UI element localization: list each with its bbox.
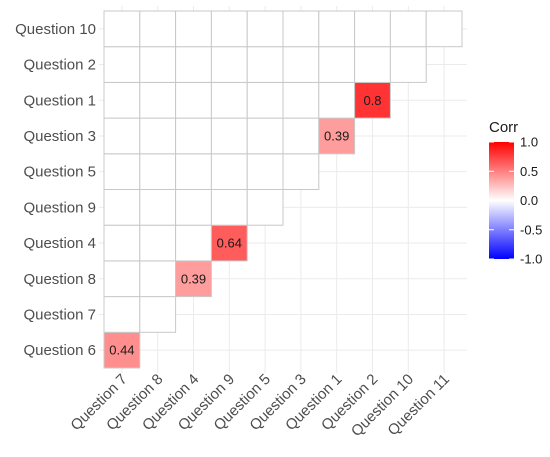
heatmap-cell-significant <box>318 117 356 155</box>
heatmap-cell <box>103 260 141 298</box>
heatmap-cell <box>139 117 177 155</box>
heatmap-cell <box>103 189 141 226</box>
y-tick-label: Question 6 <box>23 342 96 359</box>
legend-tick-label: -0.5 <box>520 222 542 237</box>
heatmap-cell <box>282 46 320 83</box>
heatmap-cell <box>103 117 141 155</box>
heatmap-cell <box>103 46 141 83</box>
heatmap-cell <box>354 46 391 83</box>
heatmap-cell <box>175 189 212 226</box>
heatmap-cell <box>139 260 177 298</box>
heatmap-cell <box>246 46 284 83</box>
heatmap-cell <box>389 10 427 48</box>
heatmap-cell <box>103 81 141 119</box>
heatmap-cell <box>282 153 320 191</box>
y-axis-labels: Question 6 Question 7 Question 8 Question 4… <box>15 21 96 359</box>
heatmap-cell <box>175 224 212 262</box>
legend-tick-label: -1.0 <box>520 252 542 267</box>
heatmap-cell <box>318 46 356 83</box>
heatmap-cell <box>425 10 463 48</box>
heatmap-cell <box>139 81 177 119</box>
cell-value-label: 0.8 <box>363 93 381 108</box>
heatmap-cell <box>354 10 391 48</box>
heatmap-cell <box>246 81 284 119</box>
heatmap-cell <box>139 189 177 226</box>
y-tick-label: Question 2 <box>23 57 96 74</box>
heatmap-cell <box>318 10 356 48</box>
y-tick-label: Question 8 <box>23 271 96 288</box>
heatmap-cell <box>139 296 177 333</box>
y-tick-label: Question 3 <box>23 128 96 145</box>
heatmap-cell <box>139 10 177 48</box>
heatmap-cell <box>103 296 141 333</box>
heatmap-cell <box>246 117 284 155</box>
heatmap-cell <box>139 224 177 262</box>
cell-value-label: 0.39 <box>324 128 349 143</box>
y-tick-label: Question 10 <box>15 21 96 38</box>
heatmap-cell <box>103 153 141 191</box>
heatmap-cell-significant <box>354 81 391 119</box>
y-tick-label: Question 4 <box>23 235 96 252</box>
heatmap-cell <box>210 10 248 48</box>
heatmap-cell <box>282 81 320 119</box>
y-tick-label: Question 5 <box>23 164 96 181</box>
heatmap-cell <box>103 224 141 262</box>
legend-tick-label: 1.0 <box>520 135 538 150</box>
heatmap-cell <box>210 117 248 155</box>
heatmap-cell <box>246 153 284 191</box>
cell-value-label: 0.39 <box>181 271 206 286</box>
heatmap-cell <box>175 117 212 155</box>
cell-value-labels: 0.44 0.39 0.64 0.39 0.8 <box>109 93 381 358</box>
heatmap-cell <box>210 153 248 191</box>
heatmap-cell <box>103 10 141 48</box>
heatmap-cell <box>210 81 248 119</box>
heatmap-cell <box>282 10 320 48</box>
heatmap-cell-significant <box>103 331 141 369</box>
legend-tick-label: 0.5 <box>520 164 538 179</box>
heatmap-cell <box>210 46 248 83</box>
heatmap-cell <box>175 10 212 48</box>
heatmap-cell-significant <box>210 224 248 262</box>
cell-value-label: 0.64 <box>217 236 242 251</box>
heatmap-cell <box>210 189 248 226</box>
heatmap-cell <box>175 46 212 83</box>
y-tick-label: Question 7 <box>23 306 96 323</box>
y-tick-label: Question 9 <box>23 199 96 216</box>
heatmap-cell <box>246 10 284 48</box>
heatmap-cell <box>318 81 356 119</box>
heatmap-cells <box>103 10 463 369</box>
y-tick-label: Question 1 <box>23 92 96 109</box>
heatmap-cell <box>389 46 427 83</box>
heatmap-cell <box>175 81 212 119</box>
cell-value-label: 0.44 <box>109 343 134 358</box>
legend-tick-label: 0.0 <box>520 193 538 208</box>
legend-ticks: 1.0 0.5 0.0 -0.5 -1.0 <box>489 135 542 267</box>
heatmap-cell <box>175 153 212 191</box>
color-legend: Corr 1.0 0.5 0.0 -0.5 -1.0 <box>489 119 542 267</box>
legend-title: Corr <box>489 119 518 136</box>
heatmap-cell <box>282 117 320 155</box>
heatmap-cell-significant <box>175 260 212 298</box>
heatmap-cell <box>139 46 177 83</box>
heatmap-cell <box>246 189 284 226</box>
heatmap-cell <box>139 153 177 191</box>
